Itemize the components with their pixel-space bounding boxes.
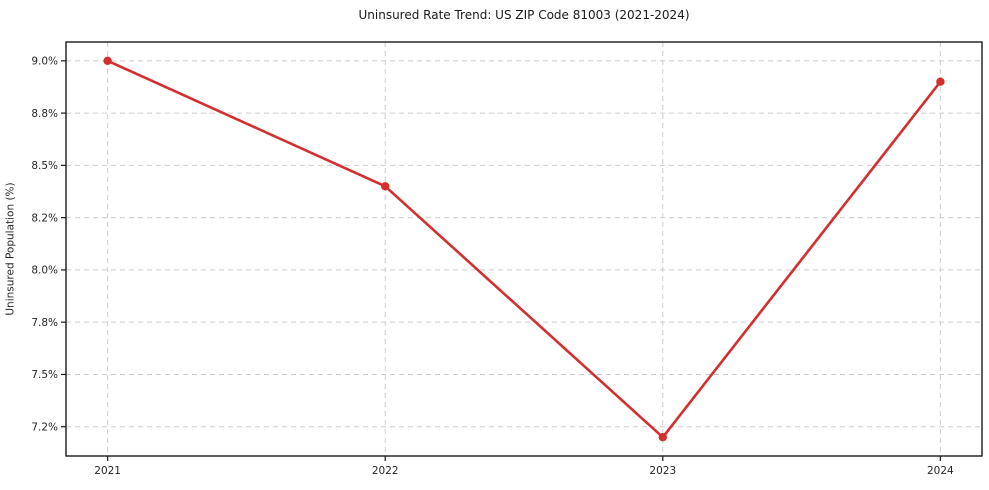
data-point-marker [658,433,667,442]
axis-ticks: 9.0% 8.8% 8.5% 8.2% 8.0% 7.8% 7.5% 7.2% 2021 2022… [31,56,954,477]
y-tick-label: 9.0% [31,56,58,68]
y-tick-label: 8.8% [31,108,58,120]
data-point-marker [103,56,112,65]
x-tick-label: 2021 [94,465,121,477]
x-tick-label: 2024 [927,465,954,477]
x-tick-label: 2023 [649,465,676,477]
y-tick-label: 7.2% [31,421,58,433]
x-tick-label: 2022 [372,465,399,477]
y-tick-label: 8.0% [31,265,58,277]
y-tick-label: 7.5% [31,369,58,381]
chart-title: Uninsured Rate Trend: US ZIP Code 81003 … [358,8,689,22]
trend-line [106,59,942,439]
y-tick-label: 7.8% [31,317,58,329]
data-point-marker [381,182,390,191]
plot-border [65,41,983,457]
gridlines [66,42,982,456]
data-point-marker [936,77,945,86]
y-tick-label: 8.5% [31,160,58,172]
y-axis-label: Uninsured Population (%) [5,182,17,315]
y-tick-label: 8.2% [31,212,58,224]
trend-line-series [103,56,945,442]
